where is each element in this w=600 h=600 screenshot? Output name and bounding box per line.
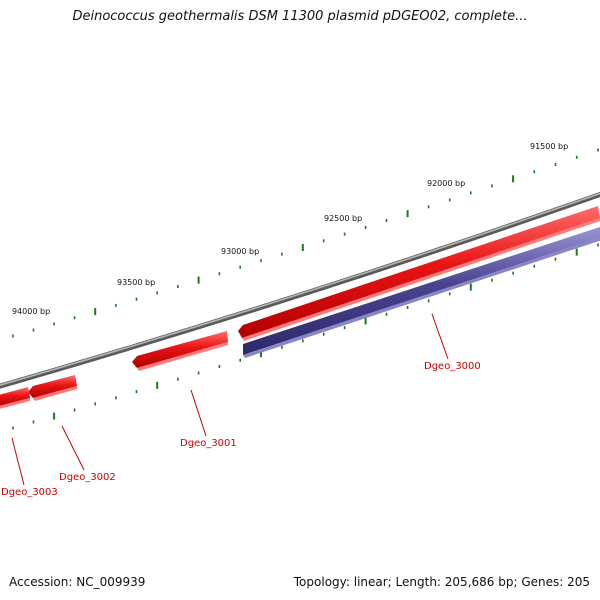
ruler-inner-dots (12, 243, 599, 430)
gene-dgeo-3003[interactable] (0, 387, 30, 410)
gene-arrow-dgeo-3000[interactable] (243, 226, 600, 355)
gene-arrow-dgeo-3001[interactable] (132, 331, 228, 368)
gene-arrow-dgeo-3001-shadow (137, 342, 228, 371)
ruler-label-94000: 94000 bp (12, 307, 50, 316)
gene-arrow-dgeo-3003[interactable] (0, 387, 30, 407)
gene-forward-long[interactable] (238, 206, 600, 341)
gene-arrow-forward-long-shadow (242, 218, 600, 341)
sequence-backbone (0, 191, 600, 389)
gene-labels: Dgeo_3000 Dgeo_3001 Dgeo_3002 Dgeo_3003 (1, 361, 481, 498)
leader-line-dgeo-3002 (61, 425, 85, 471)
ruler-label-92000: 92000 bp (427, 179, 465, 188)
gene-arrow-dgeo-3002-shadow (33, 386, 77, 401)
ruler-labels: 91500 bp 92000 bp 92500 bp 93000 bp 9350… (12, 142, 568, 316)
map-title: Deinococcus geothermalis DSM 11300 plasm… (72, 9, 528, 24)
leader-line-dgeo-3003 (11, 437, 25, 486)
gene-label-dgeo-3003[interactable]: Dgeo_3003 (1, 487, 58, 498)
ruler-label-93500: 93500 bp (117, 278, 155, 287)
leader-line-dgeo-3000 (431, 313, 449, 360)
gene-dgeo-3002[interactable] (28, 375, 77, 401)
gene-arrow-dgeo-3000-shadow (243, 237, 600, 358)
gene-arrow-dgeo-3002[interactable] (28, 375, 77, 398)
summary-text: Topology: linear; Length: 205,686 bp; Ge… (293, 575, 590, 589)
gene-label-dgeo-3001[interactable]: Dgeo_3001 (180, 438, 237, 449)
leader-line-dgeo-3001 (190, 389, 207, 437)
gene-dgeo-3001[interactable] (132, 331, 228, 371)
ruler-label-93000: 93000 bp (221, 247, 259, 256)
ruler-label-92500: 92500 bp (324, 214, 362, 223)
gene-label-dgeo-3002[interactable]: Dgeo_3002 (59, 472, 116, 483)
gene-arrow-forward-long[interactable] (238, 206, 600, 338)
accession-text: Accession: NC_009939 (9, 575, 146, 589)
ruler-outer-dots (12, 148, 599, 338)
sequence-backbone-highlight (0, 192, 600, 386)
ruler-label-91500: 91500 bp (530, 142, 568, 151)
gene-arrow-dgeo-3003-shadow (0, 398, 30, 409)
gene-label-dgeo-3000[interactable]: Dgeo_3000 (424, 361, 481, 372)
gene-leader-lines (11, 313, 449, 486)
gene-dgeo-3000[interactable] (243, 226, 600, 358)
